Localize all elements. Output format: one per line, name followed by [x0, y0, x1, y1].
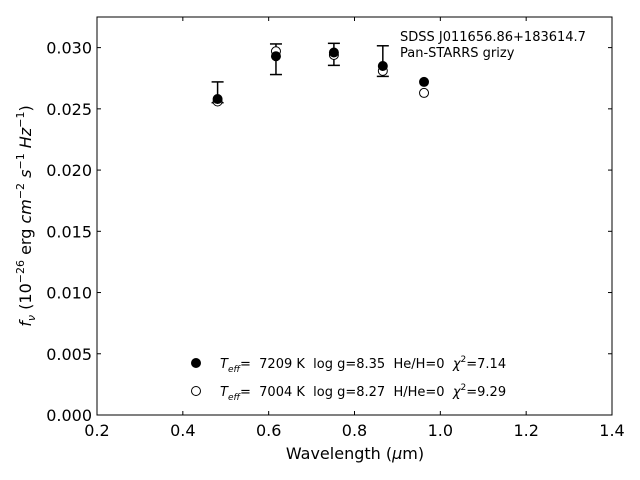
x-tick-label: 0.8	[342, 421, 367, 440]
x-axis-title: Wavelength (μm)	[286, 444, 424, 463]
legend: Teff= 7209 K log g=8.35 He/H=0 χ2=7.14 T…	[191, 355, 506, 403]
error-bars	[211, 42, 389, 104]
legend-entry-1: Teff= 7209 K log g=8.35 He/H=0 χ2=7.14	[220, 355, 506, 375]
annotation-object: SDSS J011656.86+183614.7	[400, 30, 586, 45]
model-point-filled	[328, 47, 339, 58]
y-tick-label: 0.025	[46, 100, 92, 119]
legend-marker-filled	[191, 358, 201, 368]
y-tick-label: 0.000	[46, 406, 92, 425]
annotation-survey: Pan-STARRS grizy	[400, 46, 515, 61]
x-tick-label: 1.2	[513, 421, 538, 440]
x-tick-label: 0.4	[170, 421, 195, 440]
model-point-open	[419, 87, 430, 98]
x-tick-label: 1.4	[599, 421, 624, 440]
model-point-filled	[419, 76, 430, 87]
plot-frame	[96, 16, 613, 416]
y-axis-title: fν (10−26 erg cm−2 s−1 Hz−1)	[14, 105, 38, 326]
model-point-filled	[212, 94, 223, 105]
x-tick-label: 0.2	[84, 421, 109, 440]
y-tick-label: 0.015	[46, 222, 92, 241]
data-points	[212, 46, 430, 107]
y-tick-label: 0.010	[46, 284, 92, 303]
x-tick-label: 1.0	[428, 421, 453, 440]
legend-entry-2: Teff= 7004 K log g=8.27 H/He=0 χ2=9.29	[220, 383, 506, 403]
y-tick-label: 0.030	[46, 39, 92, 58]
legend-marker-open	[191, 386, 201, 396]
y-tick-label: 0.005	[46, 345, 92, 364]
model-point-filled	[270, 51, 281, 62]
x-tick-label: 0.6	[256, 421, 281, 440]
y-tick-label: 0.020	[46, 161, 92, 180]
model-point-filled	[377, 60, 388, 71]
ticks: 0.2 0.4 0.6 0.8 1.0 1.2 1.4 0.000 0.005 0.010 0.01…	[46, 17, 625, 440]
